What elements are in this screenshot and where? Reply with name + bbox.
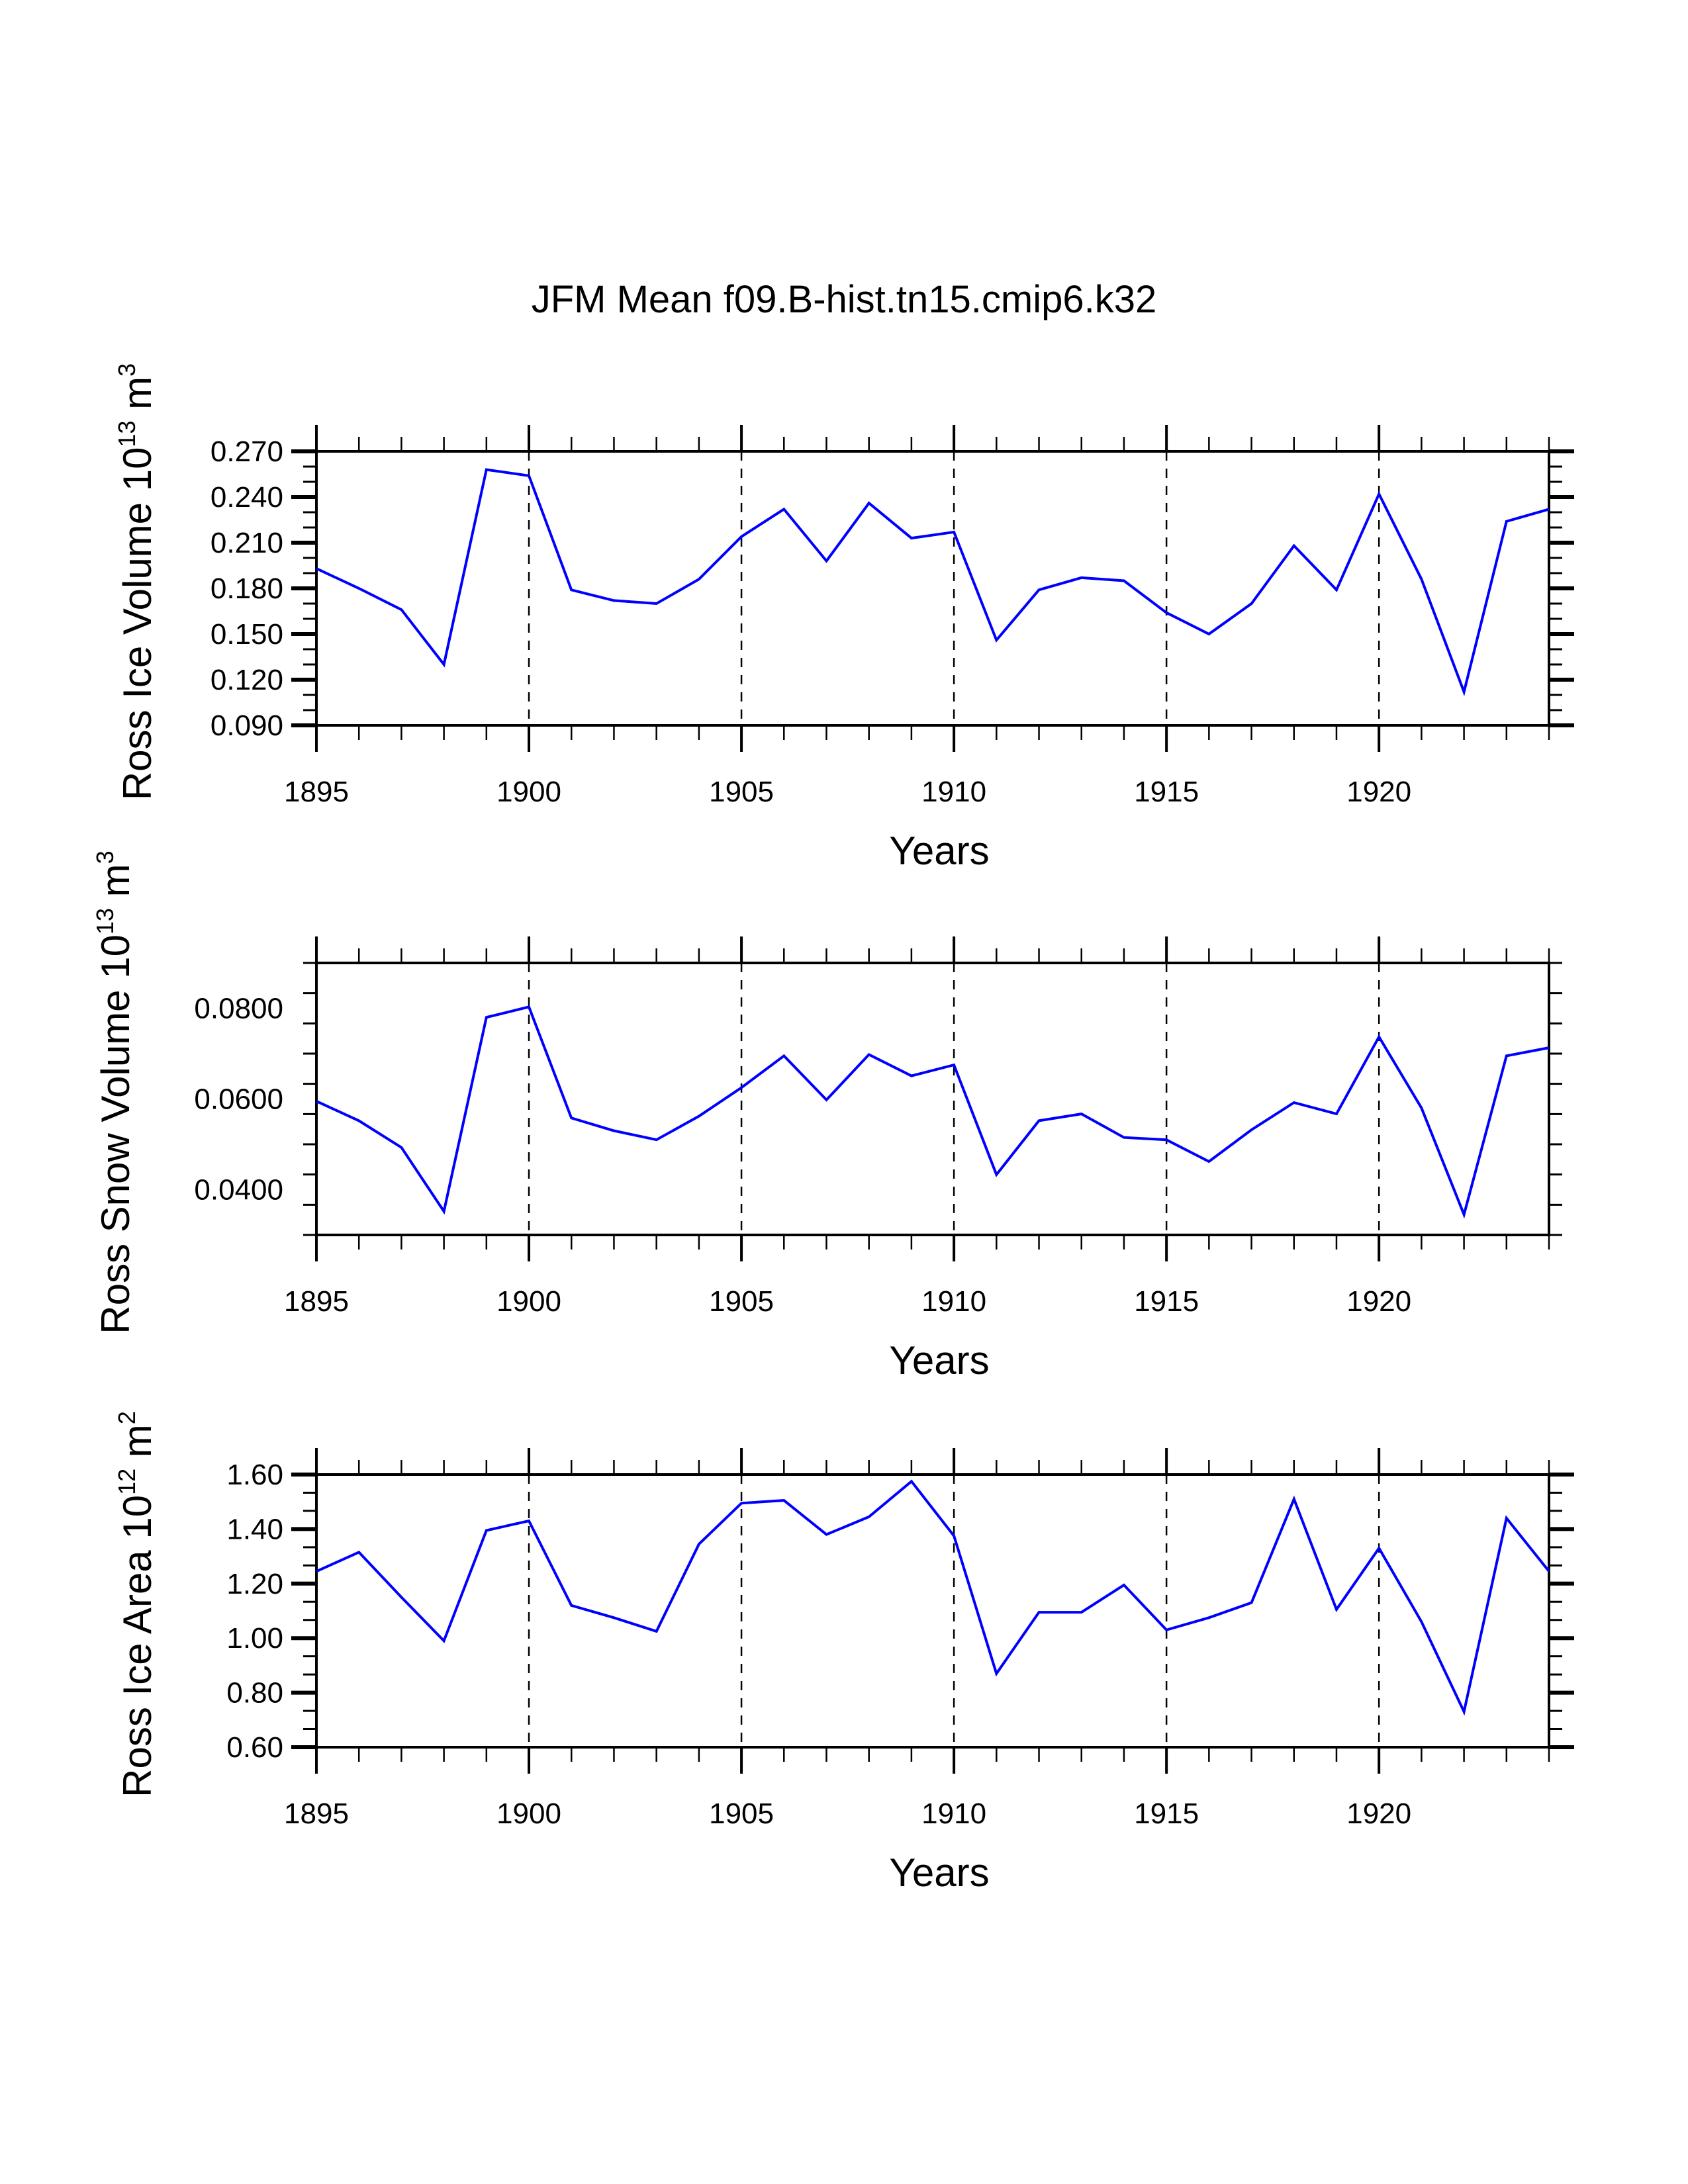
y-tick-label: 1.20: [226, 1568, 283, 1600]
y-label-exponent: 13: [91, 908, 118, 934]
x-tick-label: 1910: [921, 1285, 986, 1318]
y-label-unit: m: [93, 864, 138, 908]
y-tick-label: 1.40: [226, 1513, 283, 1545]
y-label-exponent: 12: [113, 1469, 140, 1495]
y-label-unit-exponent: 3: [91, 850, 118, 864]
y-tick-label: 0.0400: [194, 1174, 283, 1206]
plot-frame: [315, 962, 1550, 1236]
y-tick-label: 0.240: [211, 481, 283, 514]
x-tick-label: 1920: [1346, 1797, 1411, 1830]
y-axis-label: Ross Snow Volume 1013 m3: [91, 850, 138, 1334]
chart-title: JFM Mean f09.B-hist.tn15.cmip6.k32: [532, 278, 1157, 321]
y-tick-label: 0.180: [211, 572, 283, 605]
x-tick-label: 1920: [1346, 776, 1411, 808]
y-tick-label: 1.60: [226, 1459, 283, 1491]
x-tick-label: 1895: [284, 776, 349, 808]
y-axis-label: Ross Ice Volume 1013 m3: [113, 363, 160, 800]
series-line: [316, 1479, 1550, 1716]
x-tick-label: 1915: [1134, 1797, 1199, 1830]
x-tick-label: 1915: [1134, 776, 1199, 808]
x-tick-label: 1910: [921, 776, 986, 808]
y-tick-label: 0.0600: [194, 1083, 283, 1116]
x-axis-label: Years: [889, 1850, 989, 1895]
x-tick-label: 1910: [921, 1797, 986, 1830]
x-tick-label: 1895: [284, 1797, 349, 1830]
x-tick-label: 1900: [496, 776, 561, 808]
x-tick-label: 1905: [709, 1285, 774, 1318]
x-tick-label: 1905: [709, 1797, 774, 1830]
x-tick-label: 1915: [1134, 1285, 1199, 1318]
y-label-base: Ross Snow Volume 10: [93, 934, 138, 1334]
x-axis-label: Years: [889, 1338, 989, 1383]
x-tick-label: 1900: [496, 1285, 561, 1318]
y-tick-label: 0.80: [226, 1677, 283, 1709]
y-label-base: Ross Ice Area 10: [115, 1495, 160, 1797]
y-tick-label: 0.60: [226, 1731, 283, 1764]
x-tick-label: 1920: [1346, 1285, 1411, 1318]
x-tick-label: 1905: [709, 776, 774, 808]
plot-frame: [315, 450, 1550, 727]
x-axis-label: Years: [889, 829, 989, 873]
panel-2: 0.0400 0.0600 0.0800 1895 1900 1905 1910 1915 19…: [91, 850, 1562, 1383]
y-label-unit-exponent: 2: [113, 1411, 140, 1424]
y-tick-label: 0.0800: [194, 993, 283, 1025]
y-axis-label: Ross Ice Area 1012 m2: [113, 1411, 160, 1797]
y-label-unit-exponent: 3: [113, 363, 140, 377]
x-tick-label: 1900: [496, 1797, 561, 1830]
plot-frame: [315, 1473, 1550, 1749]
x-tick-label: 1895: [284, 1285, 349, 1318]
y-tick-label: 0.210: [211, 527, 283, 559]
y-tick-label: 0.120: [211, 664, 283, 696]
panel-3: 0.60 0.80 1.00 1.20 1.40 1.60 1895 1900 1905 1910…: [113, 1411, 1574, 1895]
y-tick-label: 0.270: [211, 435, 283, 468]
y-tick-label: 0.150: [211, 618, 283, 651]
y-label-unit: m: [115, 1424, 160, 1469]
series-line: [316, 1005, 1550, 1219]
panel-1: 0.090 0.120 0.150 0.180 0.210 0.240 0.270 1895 1…: [113, 363, 1574, 873]
y-label-exponent: 13: [113, 421, 140, 447]
y-label-unit: m: [115, 377, 160, 421]
y-label-base: Ross Ice Volume 10: [115, 447, 160, 801]
y-tick-label: 0.090: [211, 709, 283, 742]
series-line: [316, 468, 1550, 697]
y-tick-label: 1.00: [226, 1622, 283, 1655]
